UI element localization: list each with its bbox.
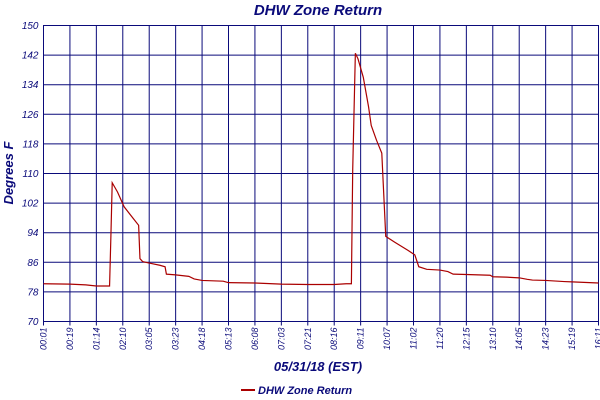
x-tick-label: 14:23 bbox=[541, 328, 551, 351]
y-tick-label: 86 bbox=[27, 258, 39, 269]
y-tick-label: 70 bbox=[27, 317, 39, 328]
y-axis-label: Degrees F bbox=[1, 141, 16, 205]
y-tick-label: 110 bbox=[23, 169, 39, 180]
x-tick-label: 11:20 bbox=[435, 328, 445, 350]
y-tick-label: 126 bbox=[22, 110, 39, 121]
x-tick-label: 14:05 bbox=[514, 327, 524, 351]
y-tick-label: 142 bbox=[22, 51, 39, 62]
x-tick-label: 13:10 bbox=[488, 328, 498, 351]
chart-title: DHW Zone Return bbox=[254, 2, 382, 19]
x-tick-label: 08:16 bbox=[329, 328, 339, 351]
series-line bbox=[43, 52, 599, 287]
x-tick-label: 12:15 bbox=[461, 327, 471, 351]
x-tick-label: 16:11 bbox=[594, 328, 600, 350]
x-tick-label: 03:05 bbox=[144, 327, 154, 351]
x-axis-label: 05/31/18 (EST) bbox=[274, 359, 362, 374]
legend-label: DHW Zone Return bbox=[258, 385, 352, 397]
x-tick-label: 00:01 bbox=[39, 328, 49, 351]
x-tick-label: 04:18 bbox=[197, 328, 207, 351]
x-tick-label: 02:10 bbox=[118, 328, 128, 351]
x-tick-label: 07:03 bbox=[276, 328, 286, 351]
plot-frame bbox=[43, 25, 599, 322]
x-axis: 00:01 00:19 01:14 02:10 03:05 03:23 04:18 05:13… bbox=[39, 327, 600, 351]
x-tick-label: 10:07 bbox=[382, 327, 392, 351]
x-tick-label: 00:19 bbox=[65, 328, 75, 351]
x-tick-label: 01:14 bbox=[91, 328, 101, 351]
x-tick-label: 07:21 bbox=[303, 328, 313, 351]
y-tick-label: 78 bbox=[27, 287, 39, 298]
legend: DHW Zone Return bbox=[241, 385, 352, 397]
y-tick-label: 134 bbox=[22, 80, 39, 91]
x-tick-label: 09:11 bbox=[356, 328, 366, 350]
y-tick-label: 94 bbox=[27, 228, 39, 239]
y-tick-label: 150 bbox=[22, 21, 39, 32]
x-tick-label: 11:02 bbox=[409, 328, 419, 350]
y-tick-label: 102 bbox=[22, 199, 39, 210]
x-tick-label: 05:13 bbox=[224, 328, 234, 351]
x-tick-label: 15:19 bbox=[567, 328, 577, 351]
x-tick-label: 03:23 bbox=[171, 328, 181, 351]
x-tick-label: 06:08 bbox=[250, 328, 260, 351]
plot-grid bbox=[43, 25, 599, 326]
y-axis: 150 142 134 126 118 110 102 94 86 78 70 bbox=[22, 21, 39, 328]
y-tick-label: 118 bbox=[23, 139, 39, 150]
